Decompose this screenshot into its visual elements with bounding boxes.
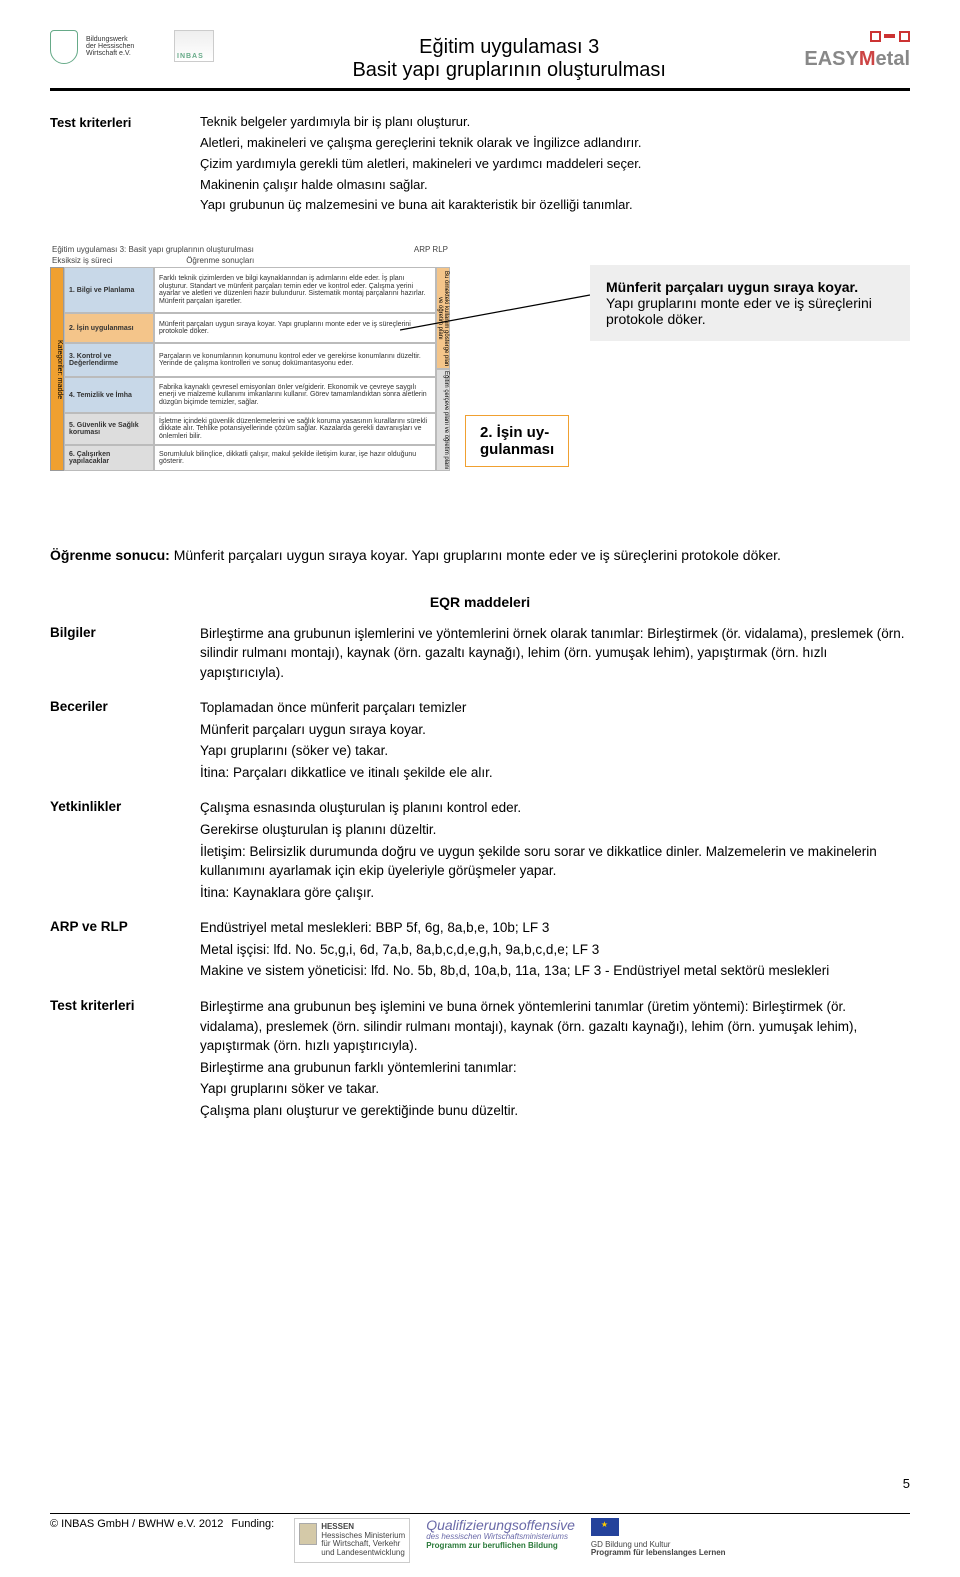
- para: Yapı gruplarını söker ve takar.: [200, 1079, 910, 1099]
- text-test-kriterleri: Birleştirme ana grubunun beş işlemini ve…: [200, 997, 910, 1122]
- para: Çalışma esnasında oluşturulan iş planını…: [200, 798, 910, 818]
- row-beceriler: Beceriler Toplamadan önce münferit parça…: [50, 698, 910, 784]
- hessen-logo-icon: HESSEN Hessisches Ministerium für Wirtsc…: [294, 1518, 410, 1563]
- para: İtina: Parçaları dikkatlice ve itinalı ş…: [200, 763, 910, 783]
- mini-row-desc: Münferit parçaları uygun sıraya koyar. Y…: [154, 313, 436, 343]
- eqr-table: Bilgiler Birleştirme ana grubunun işleml…: [50, 624, 910, 1123]
- orange-step-box: 2. İşin uy- gulanması: [465, 415, 569, 467]
- row-bilgiler: Bilgiler Birleştirme ana grubunun işleml…: [50, 624, 910, 685]
- para: Metal işçisi: lfd. No. 5c,g,i, 6d, 7a,b,…: [200, 940, 910, 960]
- para: Birleştirme ana grubunun beş işlemini ve…: [200, 997, 910, 1056]
- label-arp-rlp: ARP ve RLP: [50, 918, 180, 983]
- easymetal-mark-icon: [870, 30, 910, 45]
- eqr-header: EQR maddeleri: [50, 594, 910, 610]
- para: Birleştirme ana grubunun işlemlerini ve …: [200, 624, 910, 683]
- mini-row-desc: İşletme içindeki güvenlik düzenlemelerin…: [154, 413, 436, 445]
- text-arp-rlp: Endüstriyel metal meslekleri: BBP 5f, 6g…: [200, 918, 910, 983]
- para: Münferit parçaları uygun sıraya koyar.: [200, 720, 910, 740]
- mini-row-label: 5. Güvenlik ve Sağlık koruması: [64, 413, 154, 445]
- text-bilgiler: Birleştirme ana grubunun işlemlerini ve …: [200, 624, 910, 685]
- top-test-criteria: Test kriterleri Teknik belgeler yardımıy…: [50, 113, 910, 217]
- label-test-kriterleri: Test kriterleri: [50, 997, 180, 1122]
- top-line: Teknik belgeler yardımıyla bir iş planı …: [200, 113, 910, 132]
- row-arp-rlp: ARP ve RLP Endüstriyel metal meslekleri:…: [50, 918, 910, 983]
- mini-sub-mid: Öğrenme sonuçları: [186, 256, 254, 265]
- para: Endüstriyel metal meslekleri: BBP 5f, 6g…: [200, 918, 910, 938]
- mini-side-strip: Kategoriler: madde: [50, 267, 64, 471]
- mini-hdr-right: ARP RLP: [414, 245, 448, 254]
- para: İletişim: Belirsizlik durumunda doğru ve…: [200, 842, 910, 881]
- inbas-logo-icon: [174, 30, 214, 62]
- top-line: Aletleri, makineleri ve çalışma gereçler…: [200, 134, 910, 153]
- text-yetkinlikler: Çalışma esnasında oluşturulan iş planını…: [200, 798, 910, 904]
- page-header: Bildungswerk der Hessischen Wirtschaft e…: [50, 30, 910, 82]
- para: Birleştirme ana grubunun farklı yöntemle…: [200, 1058, 910, 1078]
- eu-logo-icon: GD Bildung und Kultur Programm für leben…: [591, 1518, 726, 1558]
- learning-outcome-text: Münferit parçaları uygun sıraya koyar. Y…: [174, 547, 781, 563]
- para: Gerekirse oluşturulan iş planını düzelti…: [200, 820, 910, 840]
- easymetal-wordmark: EASYMetal: [804, 48, 910, 71]
- mini-col-desc: Farklı teknik çizimlerden ve bilgi kayna…: [154, 267, 436, 471]
- mini-row-desc: Farklı teknik çizimlerden ve bilgi kayna…: [154, 267, 436, 313]
- footer-logos: HESSEN Hessisches Ministerium für Wirtsc…: [294, 1518, 910, 1563]
- top-line: Makinenin çalışır halde olmasını sağlar.: [200, 176, 910, 195]
- label-yetkinlikler: Yetkinlikler: [50, 798, 180, 904]
- diagram-block: Eğitim uygulaması 3: Basit yapı grupları…: [50, 245, 910, 505]
- bwhw-org-text: Bildungswerk der Hessischen Wirtschaft e…: [86, 30, 166, 57]
- bwhw-shield-icon: [50, 30, 78, 64]
- mini-table: Eğitim uygulaması 3: Basit yapı grupları…: [50, 245, 450, 471]
- label-bilgiler: Bilgiler: [50, 624, 180, 685]
- mini-row-desc: Parçaların ve konumlarının konumunu kont…: [154, 343, 436, 377]
- label-beceriler: Beceriler: [50, 698, 180, 784]
- qualifizierung-logo-icon: Qualifizierungsoffensive des hessischen …: [426, 1518, 575, 1551]
- mini-row-label: 6. Çalışırken yapılacaklar: [64, 445, 154, 471]
- header-title-line1: Eğitim uygulaması 3: [214, 36, 804, 59]
- header-right-logo: EASYMetal: [804, 30, 910, 71]
- mini-hdr-left: Eğitim uygulaması 3: Basit yapı grupları…: [52, 245, 254, 254]
- header-left-logos: Bildungswerk der Hessischen Wirtschaft e…: [50, 30, 214, 64]
- row-yetkinlikler: Yetkinlikler Çalışma esnasında oluşturul…: [50, 798, 910, 904]
- top-text: Teknik belgeler yardımıyla bir iş planı …: [200, 113, 910, 217]
- mini-row-label: 1. Bilgi ve Planlama: [64, 267, 154, 313]
- page-number: 5: [903, 1476, 910, 1491]
- footer-funding-label: Funding:: [231, 1518, 274, 1530]
- row-test-kriterleri: Test kriterleri Birleştirme ana grubunun…: [50, 997, 910, 1122]
- top-line: Yapı grubunun üç malzemesini ve buna ait…: [200, 196, 910, 215]
- top-label: Test kriterleri: [50, 113, 180, 217]
- mini-row-desc: Fabrika kaynaklı çevresel emisyonları ön…: [154, 377, 436, 413]
- mini-sub-left: Eksiksiz iş süreci: [52, 256, 112, 265]
- mini-col-labels: 1. Bilgi ve Planlama 2. İşin uygulanması…: [64, 267, 154, 471]
- mini-row-desc: Sorumluluk bilinçlice, dikkatli çalışır,…: [154, 445, 436, 471]
- callout-rest: Yapı gruplarını monte eder ve iş süreçle…: [606, 295, 872, 327]
- header-title: Eğitim uygulaması 3 Basit yapı grupların…: [214, 30, 804, 82]
- footer-rule: [50, 1513, 910, 1514]
- callout-arrow-icon: [400, 275, 600, 395]
- text-beceriler: Toplamadan önce münferit parçaları temiz…: [200, 698, 910, 784]
- para: İtina: Kaynaklara göre çalışır.: [200, 883, 910, 903]
- header-rule-thick: [50, 89, 910, 91]
- orange-line2: gulanması: [480, 441, 554, 458]
- para: Yapı gruplarını (söker ve) takar.: [200, 741, 910, 761]
- header-title-line2: Basit yapı gruplarının oluşturulması: [214, 59, 804, 82]
- para: Makine ve sistem yöneticisi: lfd. No. 5b…: [200, 961, 910, 981]
- mini-row-label: 2. İşin uygulanması: [64, 313, 154, 343]
- page-footer: 5 © INBAS GmbH / BWHW e.V. 2012 Funding:…: [50, 1513, 910, 1563]
- para: Toplamadan önce münferit parçaları temiz…: [200, 698, 910, 718]
- top-line: Çizim yardımıyla gerekli tüm aletleri, m…: [200, 155, 910, 174]
- learning-outcome: Öğrenme sonucu: Münferit parçaları uygun…: [50, 545, 910, 565]
- para: Çalışma planı oluşturur ve gerektiğinde …: [200, 1101, 910, 1121]
- mini-row-label: 4. Temizlik ve İmha: [64, 377, 154, 413]
- footer-copyright: © INBAS GmbH / BWHW e.V. 2012: [50, 1518, 223, 1530]
- learning-outcome-label: Öğrenme sonucu:: [50, 547, 170, 563]
- orange-line1: 2. İşin uy-: [480, 424, 549, 441]
- callout-box: Münferit parçaları uygun sıraya koyar. Y…: [590, 265, 910, 341]
- callout-bold: Münferit parçaları uygun sıraya koyar.: [606, 279, 858, 295]
- mini-row-label: 3. Kontrol ve Değerlendirme: [64, 343, 154, 377]
